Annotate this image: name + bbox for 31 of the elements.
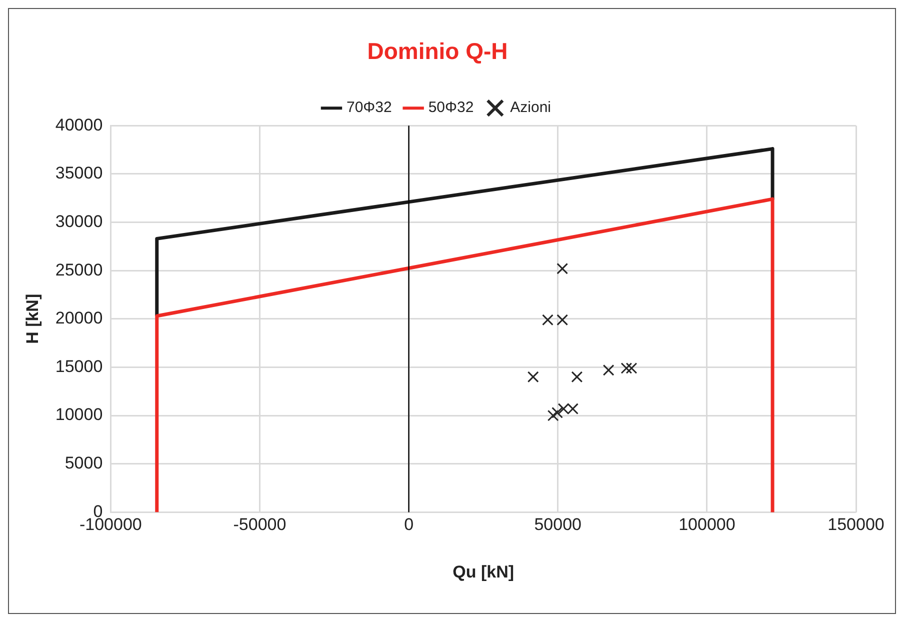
legend-label: 50Φ32	[428, 99, 474, 116]
point	[567, 403, 578, 414]
y-tick-label: 5000	[64, 454, 103, 473]
x-tick-label: 100000	[678, 515, 736, 534]
x-axis-title: Qu [kN]	[452, 562, 514, 582]
x-tick-label: 0	[404, 515, 414, 534]
y-tick-label: 35000	[55, 164, 103, 183]
legend-label: Azioni	[510, 99, 552, 116]
point	[602, 364, 614, 376]
y-tick-label: 25000	[55, 260, 103, 280]
y-tick-label: 20000	[55, 308, 103, 328]
x-tick-label: 150000	[828, 515, 884, 534]
point	[571, 371, 583, 383]
point	[626, 362, 638, 374]
chart-title: Dominio Q-H	[367, 38, 508, 64]
y-tick-label: 40000	[55, 115, 103, 134]
x-tick-label: 50000	[534, 515, 582, 534]
point	[527, 371, 539, 383]
point	[556, 262, 568, 274]
x-tick-label: -50000	[233, 515, 286, 534]
legend-label: 70Φ32	[346, 99, 392, 116]
point	[542, 314, 554, 326]
y-tick-label: 15000	[55, 356, 103, 376]
point	[620, 362, 632, 374]
point	[556, 314, 568, 326]
point	[558, 403, 570, 414]
y-tick-label: 30000	[55, 212, 103, 231]
point	[547, 410, 559, 422]
point	[552, 406, 563, 418]
y-axis-title: H [kN]	[22, 294, 42, 344]
y-tick-label: 10000	[55, 405, 103, 424]
